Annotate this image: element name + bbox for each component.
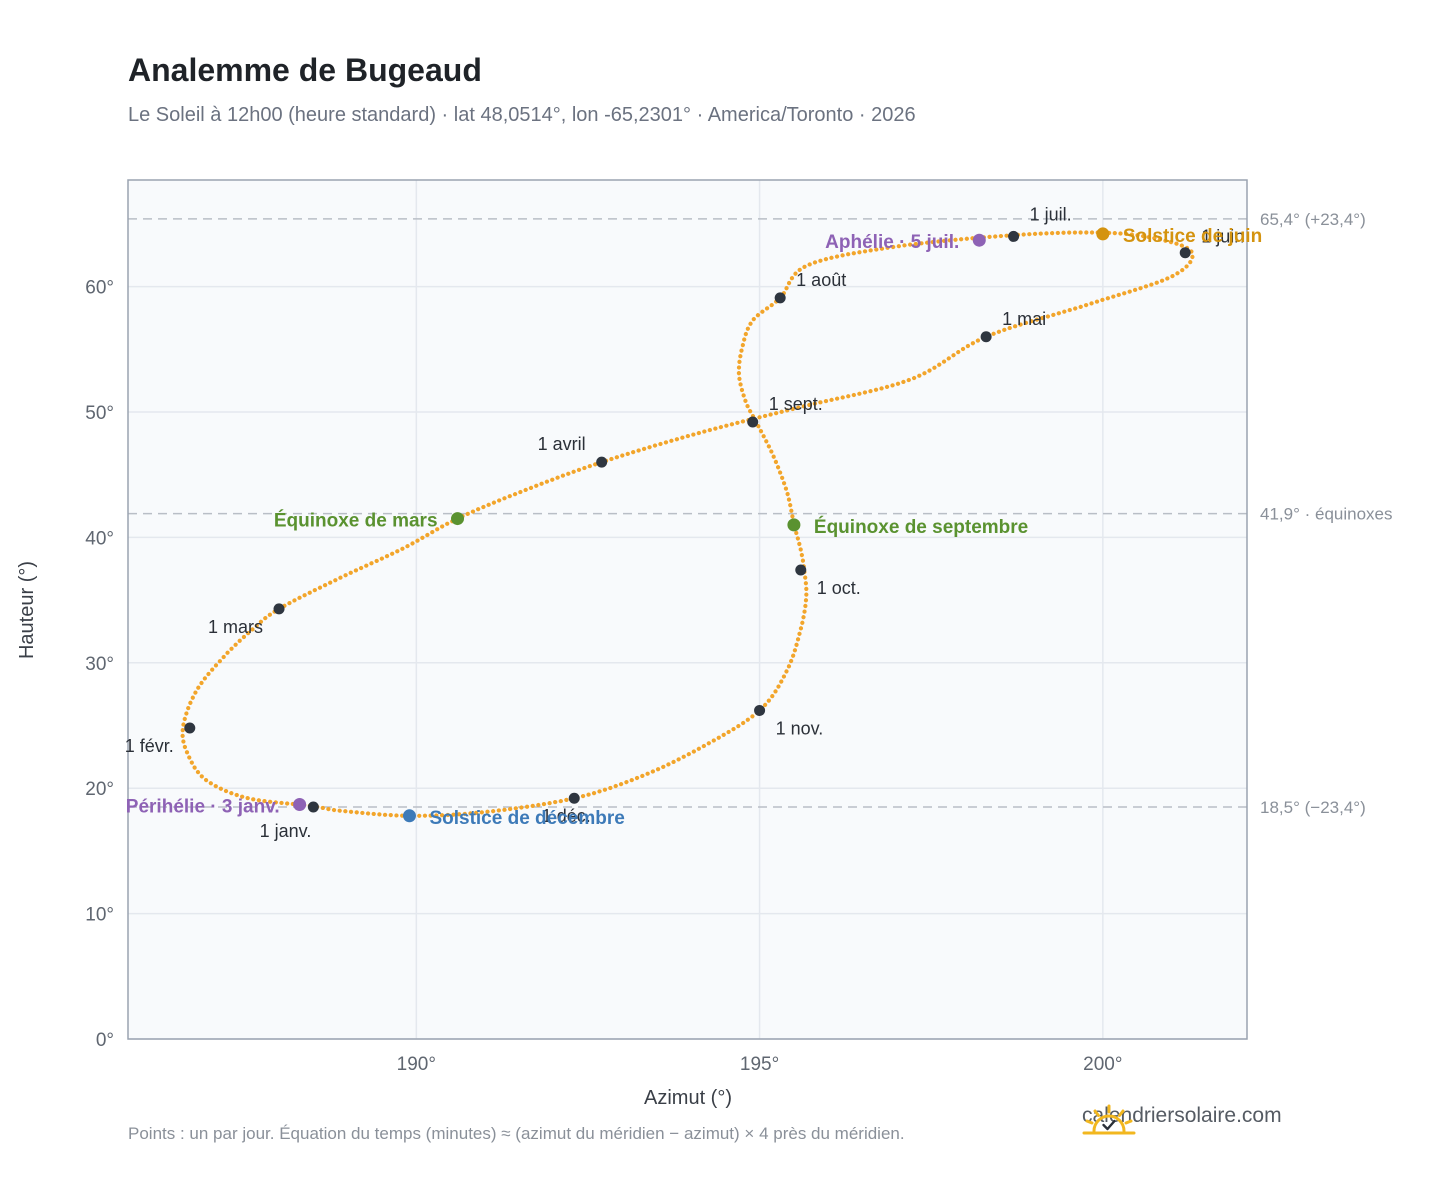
y-axis-label: Hauteur (°)	[16, 561, 38, 659]
page-title: Analemme de Bugeaud	[128, 52, 482, 88]
event-markers: Équinoxe de mars Équinoxe de septembre Sol…	[126, 226, 1262, 829]
month-marker-dot	[184, 722, 196, 734]
page-subtitle: Le Soleil à 12h00 (heure standard) · lat…	[128, 104, 916, 126]
event-marker-label: Aphélie · 5 juil.	[825, 232, 959, 253]
x-tick-label: 200°	[1083, 1054, 1122, 1075]
month-marker-dot	[754, 704, 766, 716]
month-marker-label: 1 janv.	[260, 821, 312, 841]
event-marker-label: Solstice de juin	[1123, 226, 1262, 247]
event-marker-dot	[1096, 227, 1110, 241]
x-tick-label: 195°	[740, 1054, 779, 1075]
footnote: Points : un par jour. Équation du temps …	[128, 1124, 905, 1143]
y-tick-label: 50°	[85, 403, 114, 424]
month-marker-label: 1 juil.	[1030, 204, 1072, 224]
x-axis-label: Azimut (°)	[644, 1087, 732, 1109]
reference-line-label: 41,9° · équinoxes	[1260, 505, 1393, 524]
plot-frame	[127, 179, 1248, 1040]
event-marker-label: Périhélie · 3 janv.	[126, 796, 280, 817]
analemma-curve	[180, 230, 1195, 818]
month-marker-label: 1 sept.	[769, 394, 823, 414]
event-marker-dot	[972, 233, 986, 247]
event-marker-dot	[293, 797, 307, 811]
event-marker-dot	[451, 512, 465, 526]
month-marker-dot	[795, 564, 807, 576]
y-tick-label: 20°	[85, 779, 114, 800]
month-marker-dot	[774, 292, 786, 304]
month-marker-dot	[1008, 230, 1020, 242]
month-marker-label: 1 nov.	[776, 718, 824, 738]
month-marker-dot	[1179, 247, 1191, 259]
plot-background	[128, 180, 1247, 1039]
month-marker-label: 1 févr.	[125, 736, 174, 756]
reference-line-label: 65,4° (+23,4°)	[1260, 210, 1366, 229]
month-marker-dot	[747, 416, 759, 428]
date-markers: 1 janv. 1 févr. 1 mars 1 avril 1 mai 1 juin 1 …	[125, 204, 1244, 841]
x-tick-label: 190°	[397, 1054, 436, 1075]
month-marker-dot	[568, 792, 580, 804]
month-marker-dot	[307, 801, 319, 813]
month-marker-dot	[596, 456, 608, 468]
y-tick-label: 10°	[85, 905, 114, 926]
y-tick-label: 40°	[85, 528, 114, 549]
month-marker-label: 1 mai	[1002, 309, 1046, 329]
event-marker-label: Solstice de décembre	[429, 808, 624, 829]
y-tick-label: 60°	[85, 278, 114, 299]
month-marker-label: 1 oct.	[817, 578, 861, 598]
axis-ticks: 0° 10° 20° 30° 40° 50° 60° 190° 195° 200°	[85, 278, 1122, 1075]
y-tick-label: 0°	[96, 1030, 114, 1051]
sun-logo-icon	[1082, 1104, 1136, 1135]
month-marker-label: 1 juin	[1201, 227, 1244, 247]
event-marker-dot	[787, 518, 801, 532]
reference-line-label: 18,5° (−23,4°)	[1260, 798, 1366, 817]
event-marker-dot	[402, 809, 416, 823]
month-marker-label: 1 août	[796, 270, 846, 290]
month-marker-label: 1 déc.	[542, 806, 591, 826]
month-marker-label: 1 mars	[208, 617, 263, 637]
event-marker-label: Équinoxe de mars	[274, 510, 438, 532]
month-marker-dot	[980, 331, 992, 343]
month-marker-dot	[273, 603, 285, 615]
event-marker-label: Équinoxe de septembre	[814, 516, 1028, 538]
analemma-daily-points	[180, 230, 1195, 818]
y-tick-label: 30°	[85, 654, 114, 675]
brand[interactable]: calendriersolaire.com	[1082, 1104, 1282, 1135]
month-marker-label: 1 avril	[538, 434, 586, 454]
